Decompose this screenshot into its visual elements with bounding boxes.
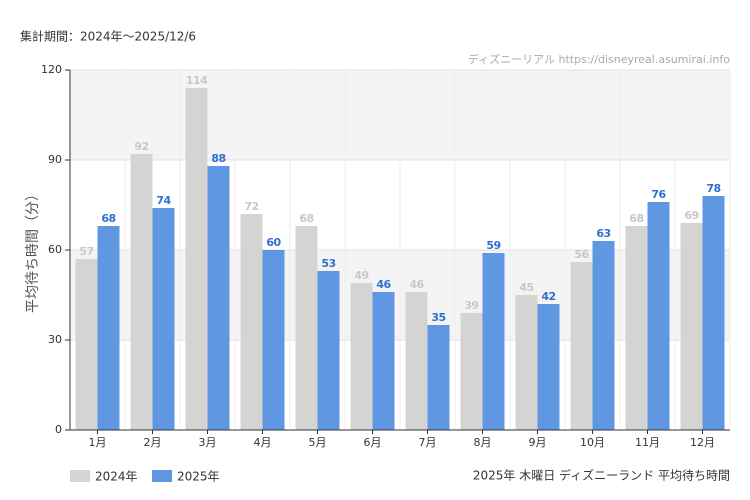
bar — [460, 313, 483, 430]
x-tick-label: 10月 — [580, 436, 605, 449]
x-tick-label: 5月 — [309, 436, 327, 449]
x-tick-label: 9月 — [529, 436, 547, 449]
legend-swatch — [152, 470, 172, 482]
value-label: 59 — [486, 239, 500, 252]
bar — [592, 241, 615, 430]
value-label: 46 — [409, 278, 424, 291]
value-label: 42 — [541, 290, 555, 303]
value-label: 39 — [464, 299, 478, 312]
bar — [702, 196, 725, 430]
x-tick-label: 6月 — [364, 436, 382, 449]
bar — [207, 166, 230, 430]
bar — [482, 253, 505, 430]
bar — [625, 226, 648, 430]
legend-label: 2025年 — [177, 470, 220, 484]
bar — [97, 226, 120, 430]
bar — [427, 325, 450, 430]
y-tick-label: 60 — [48, 243, 62, 256]
bar — [152, 208, 175, 430]
bar — [537, 304, 560, 430]
value-label: 68 — [629, 212, 643, 225]
value-label: 72 — [244, 200, 258, 213]
x-tick-label: 2月 — [144, 436, 162, 449]
value-label: 56 — [574, 248, 589, 261]
bar — [647, 202, 670, 430]
value-label: 69 — [684, 209, 698, 222]
legend-swatch — [70, 470, 90, 482]
value-label: 63 — [596, 227, 610, 240]
x-tick-label: 3月 — [199, 436, 217, 449]
value-label: 114 — [186, 74, 208, 87]
legend-label: 2024年 — [95, 470, 138, 484]
bar — [570, 262, 593, 430]
bar — [185, 88, 208, 430]
bar — [405, 292, 428, 430]
y-tick-label: 90 — [48, 153, 62, 166]
value-label: 46 — [376, 278, 391, 291]
value-label: 68 — [299, 212, 313, 225]
bar — [262, 250, 285, 430]
y-axis-label: 平均待ち時間（分） — [25, 187, 41, 313]
source: ディズニーリアル https://disneyreal.asumirai.inf… — [468, 52, 730, 66]
y-tick-label: 120 — [41, 63, 62, 76]
x-tick-label: 7月 — [419, 436, 437, 449]
bar — [515, 295, 538, 430]
period-note: 集計期間：2024年～2025/12/6 — [20, 29, 196, 44]
value-label: 76 — [651, 188, 666, 201]
footer-note: 2025年 木曜日 ディズニーランド 平均待ち時間 — [473, 468, 730, 483]
bar — [295, 226, 318, 430]
value-label: 78 — [706, 182, 720, 195]
value-label: 57 — [79, 245, 93, 258]
bar — [372, 292, 395, 430]
value-label: 68 — [101, 212, 115, 225]
x-tick-label: 1月 — [89, 436, 107, 449]
bar — [350, 283, 373, 430]
y-tick-label: 30 — [48, 333, 62, 346]
y-tick-label: 0 — [55, 423, 62, 436]
bar — [317, 271, 340, 430]
x-tick-label: 8月 — [474, 436, 492, 449]
value-label: 45 — [519, 281, 533, 294]
value-label: 92 — [134, 140, 148, 153]
x-tick-label: 11月 — [635, 436, 660, 449]
value-label: 88 — [211, 152, 225, 165]
value-label: 74 — [156, 194, 171, 207]
value-label: 49 — [354, 269, 368, 282]
x-tick-label: 12月 — [690, 436, 715, 449]
value-label: 53 — [321, 257, 335, 270]
bar — [240, 214, 263, 430]
value-label: 60 — [266, 236, 281, 249]
value-label: 35 — [431, 311, 445, 324]
bar — [680, 223, 703, 430]
bar — [75, 259, 98, 430]
x-tick-label: 4月 — [254, 436, 272, 449]
bar — [130, 154, 153, 430]
